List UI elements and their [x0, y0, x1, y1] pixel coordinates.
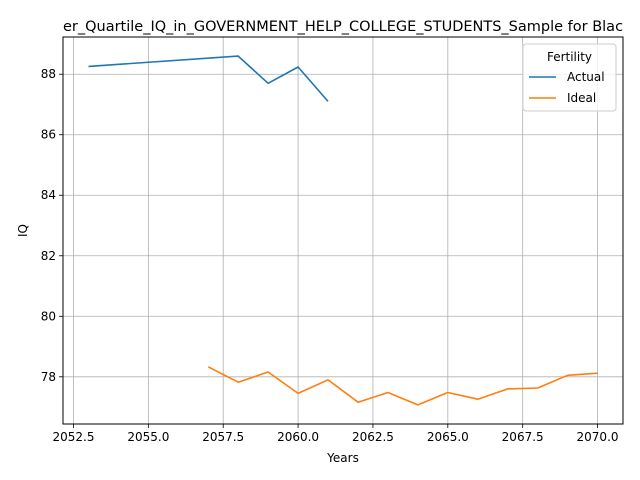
y-tick-label: 88 [41, 67, 56, 81]
x-tick-label: 2060.0 [277, 430, 319, 444]
series-line-actual [88, 55, 329, 102]
chart-title: er_Quartile_IQ_in_GOVERNMENT_HELP_COLLEG… [63, 19, 623, 35]
series-line-ideal [207, 366, 598, 406]
y-tick-label: 84 [41, 188, 56, 202]
legend-label-ideal: Ideal [567, 91, 596, 105]
x-tick-label: 2070.0 [577, 430, 619, 444]
legend-entries: Actual Ideal [529, 70, 605, 105]
x-tick-label: 2057.5 [202, 430, 244, 444]
y-tick-label: 86 [41, 128, 56, 142]
x-tick-label: 2052.5 [52, 430, 94, 444]
legend: Fertility Actual Ideal [522, 43, 617, 112]
x-tick-label: 2067.5 [502, 430, 544, 444]
y-axis-label: IQ [16, 224, 30, 237]
legend-label-actual: Actual [567, 70, 605, 84]
plot-frame [62, 36, 624, 425]
legend-title: Fertility [547, 50, 592, 64]
y-tick-label: 82 [41, 249, 56, 263]
y-tick-label: 80 [41, 309, 56, 323]
y-axis-ticks: 78 80 82 84 86 88 [41, 67, 63, 384]
x-tick-label: 2065.0 [427, 430, 469, 444]
x-axis-ticks: 2052.5 2055.0 2057.5 2060.0 2062.5 2065.0 2067… [52, 424, 619, 444]
x-tick-label: 2055.0 [127, 430, 169, 444]
legend-box [522, 43, 617, 112]
x-axis-label: Years [326, 451, 359, 465]
series-lines [88, 55, 598, 406]
x-tick-label: 2062.5 [352, 430, 394, 444]
y-tick-label: 78 [41, 370, 56, 384]
